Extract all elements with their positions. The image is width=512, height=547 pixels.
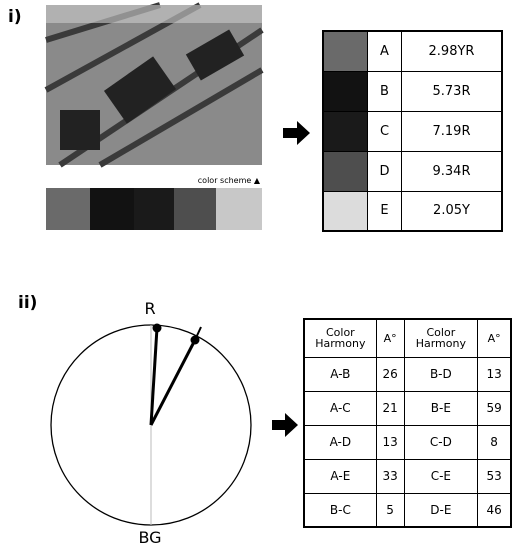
hue-point: [153, 324, 162, 333]
panel-label: ii): [18, 293, 37, 313]
arrow: [272, 413, 298, 437]
header-cell: Color Harmony: [304, 319, 376, 357]
table-cell: A-E: [304, 459, 376, 493]
scheme-strip: [46, 188, 262, 230]
table-cell: 5.73R: [402, 71, 503, 111]
hue-point: [191, 336, 200, 345]
table-cell: B-D: [404, 357, 478, 391]
hue-line: [151, 340, 195, 425]
wheel-label: BG: [138, 528, 161, 547]
table-cell: 21: [376, 391, 404, 425]
table-cell: 5: [376, 493, 404, 527]
color-swatch: [323, 151, 368, 191]
header-cell: A°: [478, 319, 511, 357]
table-cell: 2.05Y: [402, 191, 503, 231]
table-cell: A-D: [304, 425, 376, 459]
color-swatch: [323, 191, 368, 231]
scheme-caption: color scheme ▲: [198, 176, 261, 185]
table-cell: C-E: [404, 459, 478, 493]
table-cell: 33: [376, 459, 404, 493]
table-cell: B-E: [404, 391, 478, 425]
table-cell: A-C: [304, 391, 376, 425]
table-cell: 59: [478, 391, 511, 425]
figure: i) color scheme ▲ ii) R BG A2.98YRB5.73R…: [0, 0, 512, 547]
table-cell: C: [368, 111, 402, 151]
table-cell: 2.98YR: [402, 31, 503, 71]
table-cell: 53: [478, 459, 511, 493]
table-cell: 26: [376, 357, 404, 391]
table-cell: A-B: [304, 357, 376, 391]
color-swatch: [323, 71, 368, 111]
color-swatch: [323, 111, 368, 151]
table-cell: B: [368, 71, 402, 111]
table-cell: D: [368, 151, 402, 191]
table-cell: D-E: [404, 493, 478, 527]
wheel-label: R: [144, 299, 155, 318]
table-cell: B-C: [304, 493, 376, 527]
table-cell: 46: [478, 493, 511, 527]
photo-detail: [46, 5, 262, 23]
hue-line: [151, 328, 157, 425]
header-cell: A°: [376, 319, 404, 357]
table-cell: E: [368, 191, 402, 231]
panel-label: i): [8, 7, 22, 27]
table-cell: 13: [478, 357, 511, 391]
table-cell: 13: [376, 425, 404, 459]
color-swatch: [323, 31, 368, 71]
table-cell: 9.34R: [402, 151, 503, 191]
header-cell: Color Harmony: [404, 319, 478, 357]
arrow: [283, 121, 310, 145]
table-cell: A: [368, 31, 402, 71]
table-cell: C-D: [404, 425, 478, 459]
table-cell: 7.19R: [402, 111, 503, 151]
table-cell: 8: [478, 425, 511, 459]
